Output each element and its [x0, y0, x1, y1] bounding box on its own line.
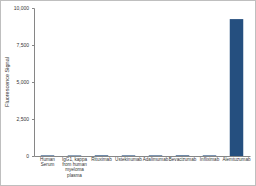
chart: 0 2,500 5,000 7,500 10,000 HumanSerum IgG1, ka…	[0, 0, 256, 186]
x-tick: Ustekinumab	[115, 156, 142, 162]
x-tick-label: Rituximab	[91, 157, 112, 162]
x-tick: Adalimumab	[143, 156, 169, 162]
y-tick-label: 2,500	[16, 116, 29, 122]
x-tick-label: Alemtuzumab	[222, 157, 251, 162]
x-tick: HumanSerum	[40, 156, 55, 167]
x-axis: HumanSerum IgG1, kappafrom humanmyelomapl…	[35, 156, 251, 178]
x-tick-label: HumanSerum	[40, 157, 55, 167]
y-tick-mark	[32, 156, 34, 157]
y-axis-line	[32, 9, 35, 157]
y-tick-label: 5,000	[16, 79, 29, 85]
x-tick-label: IgG1, kappafrom humanmyelomaplasma	[62, 157, 87, 178]
x-tick: Bevacizumab	[169, 156, 197, 162]
y-tick-mark	[32, 45, 34, 46]
y-tick: 7,500	[16, 42, 34, 48]
y-tick: 10,000	[14, 5, 34, 11]
y-tick-label: 0	[26, 153, 29, 159]
bar	[95, 155, 109, 156]
y-tick-mark	[32, 119, 34, 120]
bar	[203, 155, 217, 156]
bar	[230, 19, 244, 156]
plot: 0 2,500 5,000 7,500 10,000 HumanSerum IgG1, ka…	[14, 5, 251, 178]
y-tick: 5,000	[16, 79, 34, 85]
y-tick-mark	[32, 82, 34, 83]
bar	[149, 155, 163, 156]
y-tick: 2,500	[16, 116, 34, 122]
x-tick: IgG1, kappafrom humanmyelomaplasma	[62, 156, 87, 178]
x-tick: Infliximab	[200, 156, 220, 162]
bar	[122, 155, 136, 156]
y-tick-label: 7,500	[16, 42, 29, 48]
y-tick: 0	[26, 153, 34, 159]
y-axis-title: Fluorescence Signal	[4, 57, 10, 107]
x-tick-label: Ustekinumab	[115, 157, 142, 162]
x-tick-label: Infliximab	[200, 157, 220, 162]
x-tick: Alemtuzumab	[222, 156, 251, 162]
bar	[41, 155, 55, 156]
bar	[176, 155, 190, 156]
y-tick-label: 10,000	[14, 5, 30, 11]
chart-frame	[1, 1, 256, 186]
bars	[41, 19, 244, 156]
y-axis: 0 2,500 5,000 7,500 10,000	[14, 5, 35, 159]
x-tick: Rituximab	[91, 156, 112, 162]
x-tick-label: Adalimumab	[143, 157, 169, 162]
x-tick-label: Bevacizumab	[169, 157, 197, 162]
y-tick-mark	[32, 8, 34, 9]
bar	[68, 155, 82, 156]
